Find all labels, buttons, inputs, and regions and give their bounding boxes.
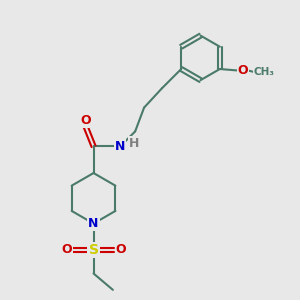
Text: CH₃: CH₃ xyxy=(254,67,275,77)
Text: N: N xyxy=(115,140,125,153)
Text: O: O xyxy=(80,114,91,127)
Text: O: O xyxy=(238,64,248,77)
Text: O: O xyxy=(61,243,71,256)
Text: O: O xyxy=(116,243,126,256)
Text: N: N xyxy=(88,217,99,230)
Text: H: H xyxy=(129,137,140,150)
Text: S: S xyxy=(88,243,98,257)
